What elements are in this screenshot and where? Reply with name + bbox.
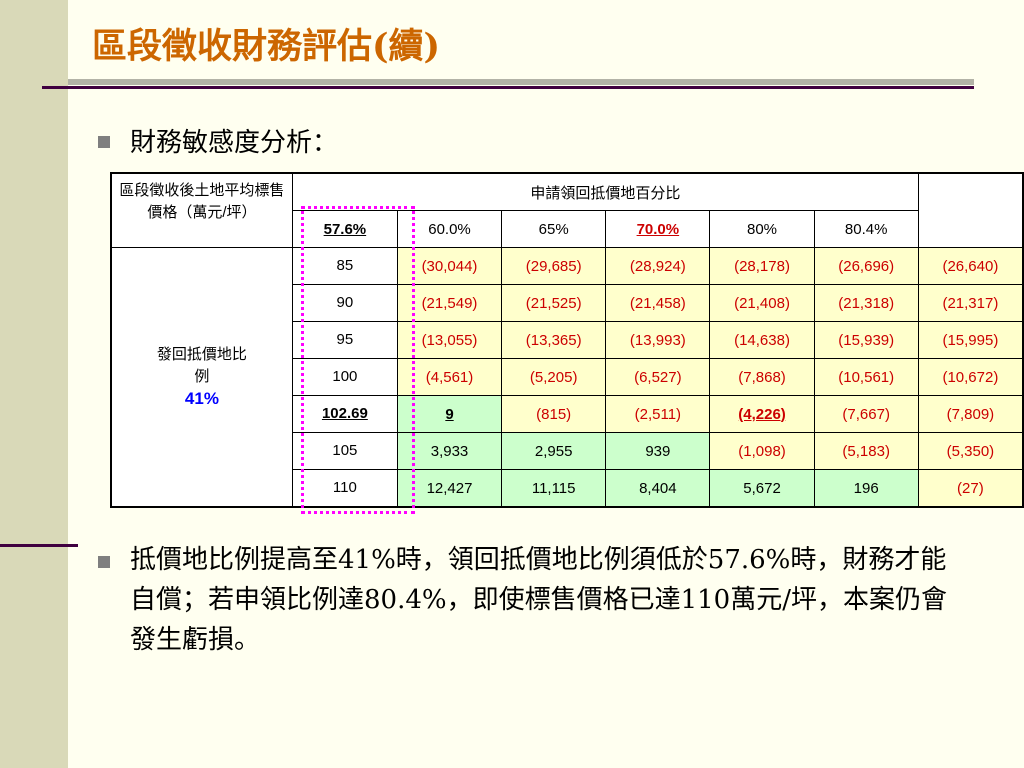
- table-cell: (28,178): [709, 247, 815, 285]
- table-cell: 196: [813, 469, 919, 508]
- table-cell: (4,561): [396, 358, 503, 396]
- table-cell: (21,317): [917, 284, 1024, 322]
- table-cell: 11,115: [501, 469, 607, 508]
- top-header: 申請領回抵價地百分比: [291, 172, 919, 211]
- table-cell: 939: [605, 432, 711, 470]
- table-cell: (2,511): [605, 395, 711, 433]
- table-cell: (21,318): [813, 284, 919, 322]
- bullet-square-icon: [98, 556, 110, 568]
- table-cell: (26,640): [917, 247, 1024, 285]
- sensitivity-table: 區段徵收後土地平均標售價格（萬元/坪） 申請領回抵價地百分比 57.6% 60.…: [110, 172, 1024, 508]
- row-label: 105: [291, 432, 398, 470]
- table-cell: (5,350): [917, 432, 1024, 470]
- column-header: 80.4%: [813, 210, 919, 248]
- table-cell: (14,638): [709, 321, 815, 359]
- slide-title: 區段徵收財務評估(續): [92, 26, 441, 67]
- table-cell: 2,955: [501, 432, 607, 470]
- table-cell: 3,933: [396, 432, 503, 470]
- subheading: 財務敏感度分析：: [130, 128, 339, 158]
- table-cell: (28,924): [605, 247, 711, 285]
- left-accent-line: [0, 544, 78, 547]
- row-label: 100: [291, 358, 398, 396]
- row-group-label: 發回抵價地比例 41%: [110, 247, 293, 508]
- table-cell: 8,404: [605, 469, 711, 508]
- corner-header: 區段徵收後土地平均標售價格（萬元/坪）: [110, 172, 293, 248]
- table-cell: (1,098): [709, 432, 815, 470]
- table-cell: (10,561): [813, 358, 919, 396]
- row-label: 110: [291, 469, 398, 508]
- table-cell: (10,672): [917, 358, 1024, 396]
- table-cell: (6,527): [605, 358, 711, 396]
- column-header: 80%: [709, 210, 815, 248]
- table-cell: (4,226): [709, 395, 815, 433]
- bullet-square-icon: [98, 136, 110, 148]
- table-cell: (5,205): [501, 358, 607, 396]
- table-cell: (29,685): [501, 247, 607, 285]
- table-cell: (21,458): [605, 284, 711, 322]
- table-cell: (21,408): [709, 284, 815, 322]
- table-cell: (30,044): [396, 247, 503, 285]
- table-cell: (13,055): [396, 321, 503, 359]
- table-cell: (7,809): [917, 395, 1024, 433]
- conclusion-paragraph: 抵價地比例提高至41%時，領回抵價地比例須低於57.6%時，財務才能自償；若申領…: [130, 545, 947, 655]
- row-label: 90: [291, 284, 398, 322]
- table-cell: (21,525): [501, 284, 607, 322]
- table-cell: 5,672: [709, 469, 815, 508]
- row-label: 85: [291, 247, 398, 285]
- table-cell: (15,995): [917, 321, 1024, 359]
- column-header: 65%: [501, 210, 607, 248]
- row-label: 95: [291, 321, 398, 359]
- column-header: 57.6%: [291, 210, 398, 248]
- table-cell: 9: [396, 395, 503, 433]
- column-header: 60.0%: [396, 210, 503, 248]
- title-underline-gray: [68, 79, 974, 85]
- table-cell: (15,939): [813, 321, 919, 359]
- table-cell: (5,183): [813, 432, 919, 470]
- table-cell: (13,993): [605, 321, 711, 359]
- table-cell: (21,549): [396, 284, 503, 322]
- table-cell: (13,365): [501, 321, 607, 359]
- table-cell: (7,667): [813, 395, 919, 433]
- left-decorative-bar: [0, 0, 68, 768]
- row-label: 102.69: [291, 395, 398, 433]
- table-cell: (26,696): [813, 247, 919, 285]
- table-cell: (7,868): [709, 358, 815, 396]
- title-underline: [42, 86, 974, 89]
- column-header: 70.0%: [605, 210, 711, 248]
- row-group-ratio: 41%: [184, 389, 219, 408]
- table-cell: (815): [501, 395, 607, 433]
- row-group-label-text: 發回抵價地比例: [156, 346, 247, 385]
- table-cell: 12,427: [396, 469, 503, 508]
- table-cell: (27): [917, 469, 1024, 508]
